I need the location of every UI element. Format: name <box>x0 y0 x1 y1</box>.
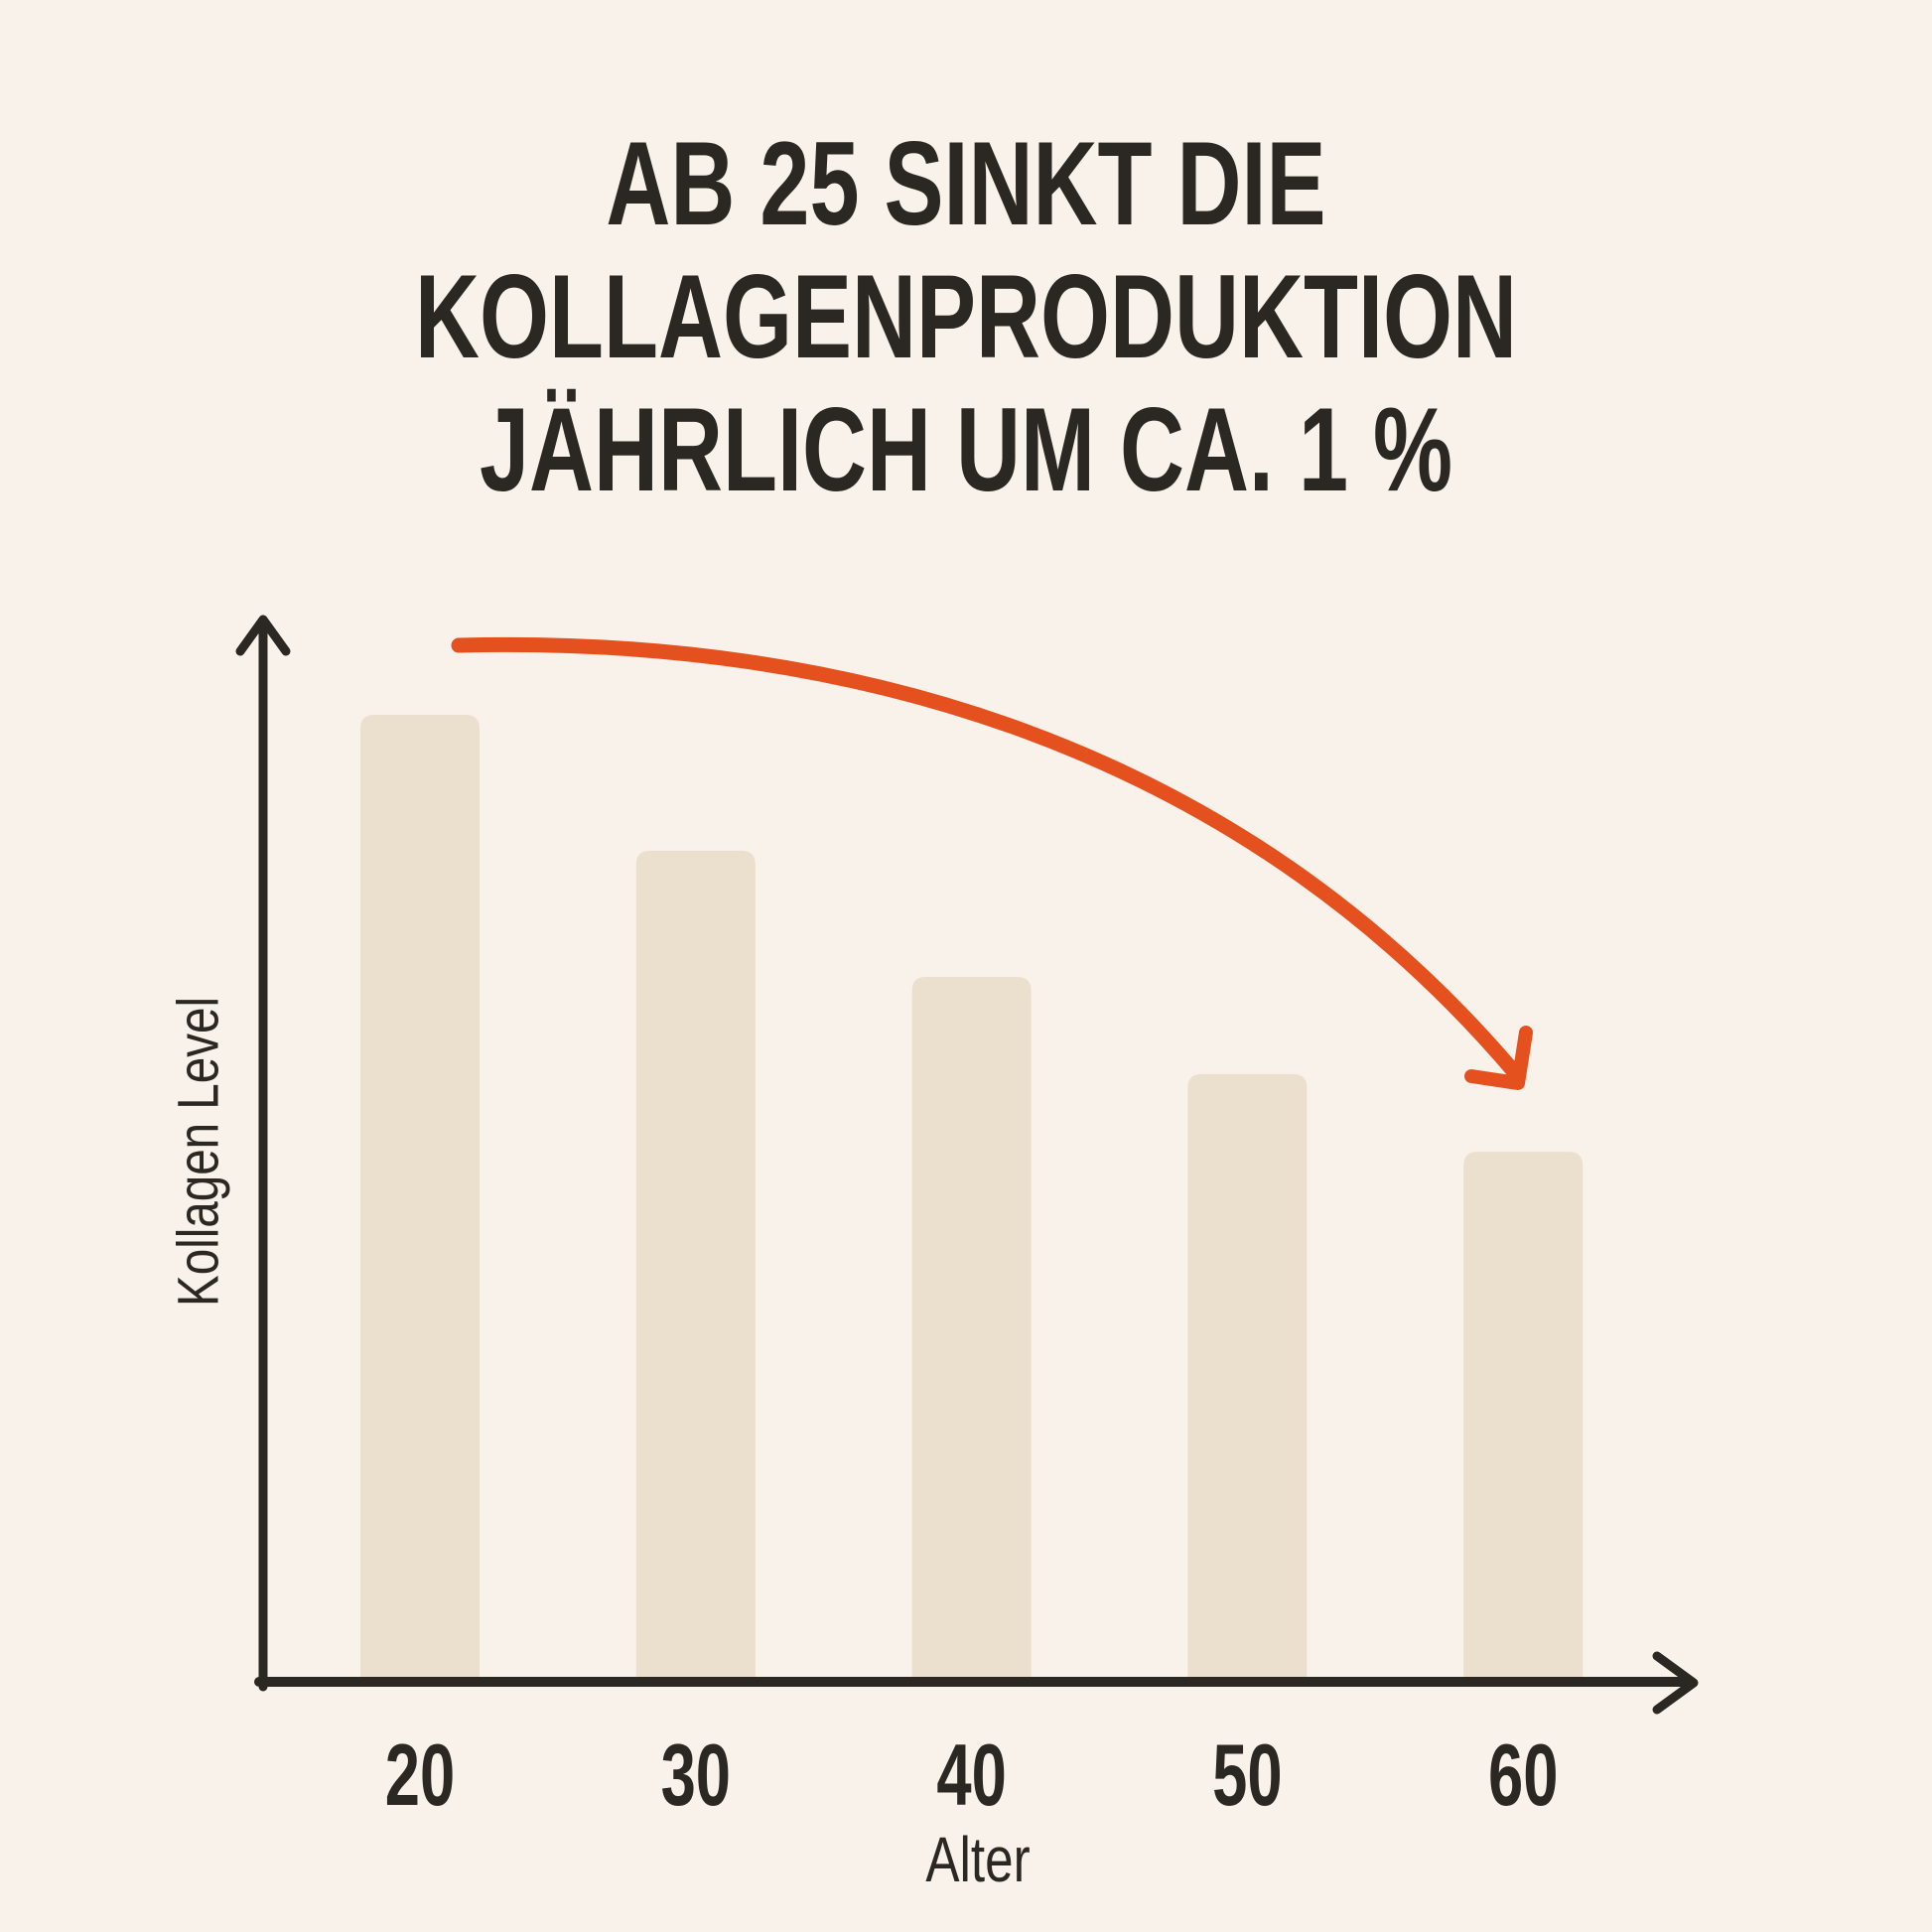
x-tick-label-20: 20 <box>385 1727 455 1825</box>
x-tick-labels-group: 20 30 40 50 60 <box>385 1727 1559 1825</box>
bar-age-40 <box>911 977 1032 1686</box>
title-line-2: KOLLAGENPRODUKTION <box>415 250 1517 383</box>
x-tick-label-60: 60 <box>1488 1727 1558 1825</box>
x-tick-label-50: 50 <box>1212 1727 1282 1825</box>
x-tick-label-40: 40 <box>936 1727 1006 1825</box>
decline-arrow-arrowhead-icon <box>1464 1026 1533 1090</box>
title-line-1: AB 25 SINKT DIE <box>606 117 1326 250</box>
decline-arrow-curve <box>451 636 1525 1083</box>
bar-age-20 <box>360 715 480 1686</box>
title-line-3: JÄHRLICH UM CA. 1 % <box>479 383 1453 516</box>
bar-age-60 <box>1463 1152 1584 1686</box>
bar-age-50 <box>1187 1073 1308 1686</box>
page-title: AB 25 SINKT DIE KOLLAGENPRODUKTION JÄHRL… <box>241 117 1691 516</box>
bar-age-30 <box>635 850 756 1686</box>
bars-group <box>360 715 1584 1686</box>
y-axis-arrowhead-icon <box>235 615 291 656</box>
x-axis-arrowhead-icon <box>1652 1651 1699 1715</box>
x-axis-label: Alter <box>925 1824 1031 1895</box>
x-tick-label-30: 30 <box>661 1727 731 1825</box>
y-axis-label: Kollagen Level <box>166 996 231 1308</box>
